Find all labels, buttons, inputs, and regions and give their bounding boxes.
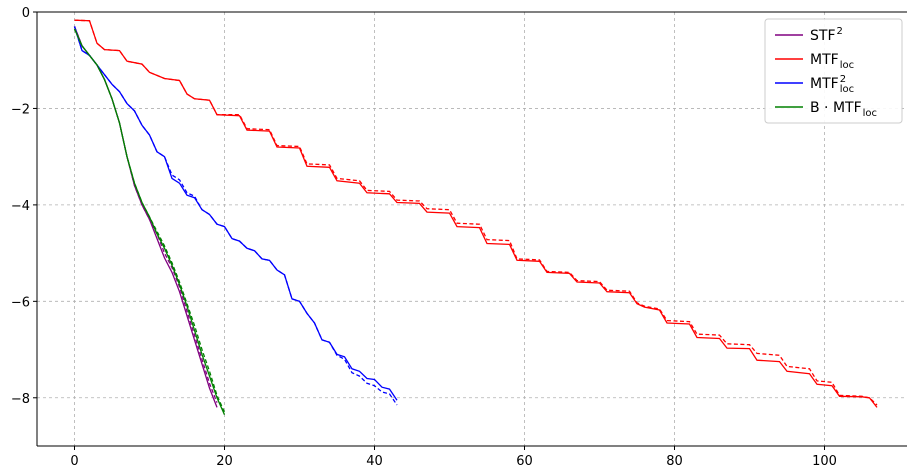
series-lines xyxy=(73,19,878,415)
x-tick-label: 40 xyxy=(366,454,383,468)
y-tick-label: −6 xyxy=(11,295,30,310)
legend-entry-label: B · MTF xyxy=(810,100,862,116)
x-tick-label: 100 xyxy=(812,454,837,468)
legend-entry-name: MTF xyxy=(833,100,862,116)
legend-entry-subscript: loc xyxy=(840,60,854,71)
legend-entry-subscript: loc xyxy=(863,108,877,119)
y-tick-label: −4 xyxy=(11,199,30,214)
series-0-dashed-line xyxy=(73,26,218,403)
legend-entry-name: MTF xyxy=(810,76,839,92)
legend-entry-name: MTF xyxy=(810,52,839,68)
series-3-solid-line xyxy=(73,28,226,415)
legend-entry-label: MTF xyxy=(810,52,839,68)
y-tick-label: −8 xyxy=(11,392,30,407)
legend-entry-subscript: loc xyxy=(840,84,854,95)
series-1-solid-line xyxy=(74,19,878,408)
y-tick-label: 0 xyxy=(22,6,30,21)
series-1-dashed-line xyxy=(74,19,878,406)
series-2-dashed-line xyxy=(73,26,398,406)
y-tick-label: −2 xyxy=(11,102,30,117)
x-tick-label: 0 xyxy=(70,454,78,468)
legend-entry-superscript: 2 xyxy=(840,74,846,85)
legend-entry-name: STF xyxy=(810,28,836,44)
legend-box xyxy=(764,18,903,124)
x-tick-label: 80 xyxy=(666,454,683,468)
x-tick-label: 20 xyxy=(216,454,233,468)
series-2-solid-line xyxy=(73,26,398,401)
axes: 0 20 40 60 80 100 0 −2 −4 −6 −8 xyxy=(11,6,907,468)
series-0-solid-line xyxy=(73,26,218,408)
x-tick-label: 60 xyxy=(516,454,533,468)
legend-entry-label: STF xyxy=(810,28,836,44)
legend-entry-superscript: 2 xyxy=(837,26,843,37)
legend-entry-label: MTF xyxy=(810,76,839,92)
legend-entry-prefix: B · xyxy=(810,100,833,116)
